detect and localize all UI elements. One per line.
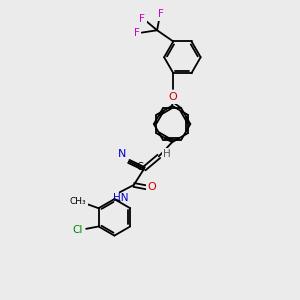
Text: CH₃: CH₃ xyxy=(70,197,86,206)
Text: H: H xyxy=(163,149,171,159)
Text: HN: HN xyxy=(112,193,128,202)
Text: N: N xyxy=(118,149,127,159)
Text: C: C xyxy=(136,162,143,172)
Text: O: O xyxy=(148,182,156,192)
Text: Cl: Cl xyxy=(73,225,83,235)
Text: F: F xyxy=(134,28,140,38)
Text: O: O xyxy=(168,92,177,103)
Text: F: F xyxy=(158,9,164,20)
Text: F: F xyxy=(140,14,145,24)
